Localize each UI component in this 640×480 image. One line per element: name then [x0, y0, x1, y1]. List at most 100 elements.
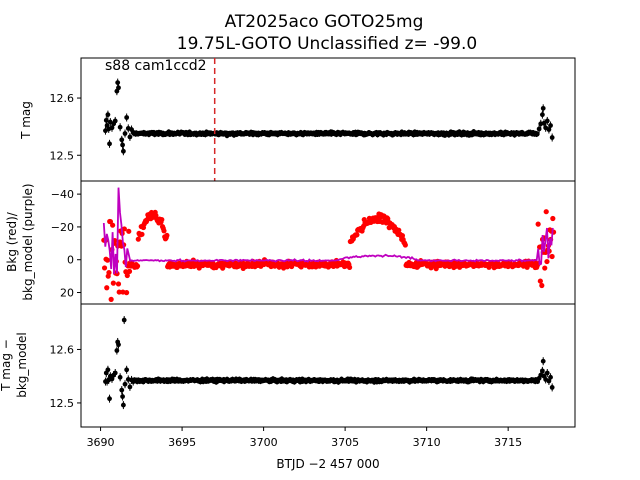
data-point [116, 85, 121, 91]
bkg-point [347, 264, 353, 270]
data-point [119, 137, 125, 143]
data-point [120, 142, 125, 148]
middle-ylabel-line-1: Bkg (red)/ [5, 211, 19, 272]
data-point [540, 358, 546, 364]
bkg-point [161, 228, 167, 234]
bkg-point [134, 263, 141, 269]
x-tick-label: 3715 [494, 436, 522, 449]
data-point [117, 124, 123, 130]
bottom-yticks: 12.5 12.6 [50, 343, 81, 410]
data-point [122, 131, 128, 136]
data-point [114, 348, 120, 353]
x-axis-label: BTJD −2 457 000 [276, 457, 379, 471]
data-point [540, 105, 546, 111]
bkg-point [396, 227, 402, 233]
chart-title-line-2: 19.75L-GOTO Unclassified z= -99.0 [177, 34, 477, 54]
bkg-point [164, 232, 170, 239]
x-tick-label: 3710 [413, 436, 441, 449]
bkg-point [104, 285, 110, 291]
data-point [549, 135, 555, 140]
x-tick-label: 3705 [331, 436, 359, 449]
middle-panel-frame [80, 180, 576, 305]
bkg-point [108, 296, 114, 302]
bkg-point [110, 280, 116, 286]
data-point [539, 112, 545, 118]
data-point [120, 148, 126, 154]
middle-panel: Bkg (red)/ bkg_model (purple) 20 0 −20 −40 [5, 180, 576, 305]
bkg-point [542, 265, 548, 271]
data-point [117, 374, 123, 380]
middle-panel-bkg-points [101, 209, 557, 302]
bkg-point [135, 236, 141, 242]
data-point [127, 134, 133, 140]
bkg-point [354, 232, 360, 238]
top-yticks: 12.5 12.6 [50, 92, 81, 162]
bkg-point [126, 228, 132, 234]
y-tick-label: −40 [51, 188, 74, 201]
x-tick-label: 3700 [250, 436, 278, 449]
bottom-panel-points [103, 316, 555, 410]
bottom-ylabel-line-1: T mag − [0, 339, 13, 392]
y-tick-label: 20 [60, 287, 74, 300]
annotation-label: s88 cam1ccd2 [105, 58, 207, 74]
bkg-point [539, 282, 545, 289]
bkg-point [543, 209, 549, 215]
data-point [124, 115, 130, 120]
data-point [112, 118, 118, 124]
bkg-point [535, 221, 541, 227]
data-point [124, 367, 130, 373]
data-point [539, 368, 545, 374]
bkg-point [101, 265, 108, 271]
data-point [107, 396, 112, 402]
middle-ylabel-line-2: bkg_model (purple) [21, 183, 35, 300]
data-point [549, 385, 555, 390]
bkg-point [114, 271, 120, 277]
data-point [120, 402, 126, 408]
bkg-point [117, 239, 123, 245]
data-point [116, 342, 121, 348]
y-tick-label: 12.5 [50, 397, 75, 410]
x-ticks: 3690 3695 3700 3705 3710 3715 [87, 427, 522, 449]
bkg-point [126, 268, 133, 274]
y-tick-label: −20 [51, 221, 74, 234]
data-point [544, 118, 550, 124]
chart-title-line-1: AT2025aco GOTO25mg [225, 12, 424, 32]
bkg-point [537, 278, 543, 284]
y-tick-label: 0 [67, 254, 74, 267]
x-tick-label: 3690 [87, 436, 115, 449]
bkg-point [544, 258, 550, 265]
bkg-point [110, 222, 116, 228]
top-ylabel: T mag [19, 101, 33, 140]
top-panel: s88 cam1ccd2 T mag 12.5 12.6 [19, 57, 576, 182]
bkg-point [123, 290, 130, 296]
data-point [115, 80, 121, 85]
x-tick-label: 3695 [168, 436, 196, 449]
bkg-point [139, 231, 145, 237]
bkg-point [121, 226, 127, 232]
top-panel-frame [80, 57, 576, 182]
data-point [127, 384, 133, 390]
bkg-point [159, 216, 165, 223]
y-tick-label: 12.6 [50, 343, 75, 356]
data-point [119, 387, 125, 393]
bkg-point [402, 242, 408, 248]
bkg-point [115, 281, 122, 287]
data-point [105, 112, 111, 118]
data-point [122, 381, 128, 387]
top-panel-points [103, 78, 555, 156]
data-point [107, 141, 112, 147]
data-point [548, 374, 553, 380]
bottom-panel-frame [80, 303, 576, 428]
bkg-point [116, 289, 122, 295]
data-point [105, 367, 111, 373]
data-point [120, 394, 125, 399]
bkg-point [549, 253, 555, 260]
data-point [544, 370, 550, 376]
bottom-panel: T mag − bkg_model 12.512.6 3690 3695 3700 3… [0, 303, 576, 471]
y-tick-label: 12.5 [50, 149, 75, 162]
bottom-ylabel-line-2: bkg_model [15, 332, 29, 398]
data-point [121, 317, 127, 323]
bkg-point [124, 272, 130, 279]
bkg-point [550, 215, 556, 222]
